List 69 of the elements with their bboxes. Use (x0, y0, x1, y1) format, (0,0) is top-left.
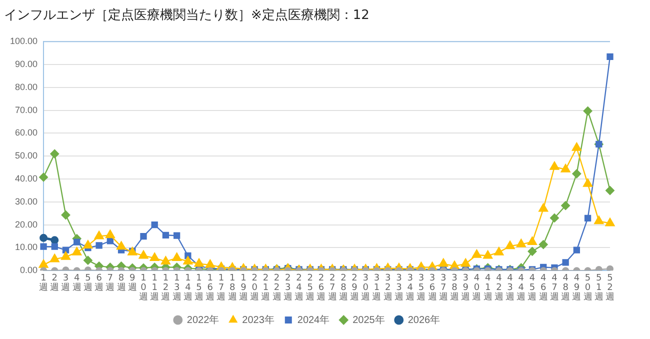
x-tick-label: 43週 (506, 274, 515, 303)
y-tick-label: 20.00 (14, 219, 38, 230)
x-tick-label: 24週 (294, 274, 304, 303)
x-tick-label: 44週 (516, 274, 526, 303)
x-tick-label: 27週 (328, 274, 337, 303)
chart-title: インフルエンザ［定点医療機関当たり数］※定点医療機関：12 (4, 8, 370, 24)
x-tick-label: 30週 (361, 274, 370, 303)
y-tick-label: 0.00 (20, 265, 38, 276)
x-tick-label: 28週 (338, 274, 348, 303)
y-tick-label: 10.00 (14, 242, 38, 252)
x-tick-label: 15週 (194, 274, 204, 303)
x-tick-label: 23週 (283, 274, 292, 303)
y-tick-label: 80.00 (14, 82, 38, 92)
x-tick-label: 41週 (483, 274, 492, 303)
x-tick-label: 33週 (394, 274, 404, 303)
x-tick-label: 52週 (606, 274, 614, 303)
x-tick-label: 49週 (572, 274, 582, 303)
y-tick-label: 100.00 (10, 36, 38, 46)
x-tick-label: 48週 (561, 274, 570, 303)
x-tick-label: 3週 (61, 274, 70, 294)
x-tick-label: 9週 (128, 274, 137, 294)
y-tick-label: 40.00 (14, 174, 38, 184)
x-tick-label: 32週 (383, 274, 392, 303)
x-tick-label: 10週 (138, 274, 148, 303)
x-tick-label: 25週 (306, 274, 315, 303)
x-tick-label: 12週 (161, 274, 170, 303)
x-tick-label: 35週 (416, 274, 426, 303)
x-tick-label: 42週 (494, 274, 504, 303)
x-tick-label: 19週 (238, 274, 248, 303)
x-tick-label: 50週 (583, 274, 592, 303)
x-tick-label: 11週 (150, 274, 160, 303)
y-tick-label: 90.00 (14, 58, 38, 69)
x-tick-label: 47週 (550, 274, 559, 303)
y-tick-label: 60.00 (14, 128, 38, 138)
x-tick-label: 45週 (528, 274, 537, 303)
x-tick-label: 40週 (472, 274, 482, 303)
x-tick-label: 29週 (350, 274, 360, 303)
x-tick-label: 5週 (83, 274, 92, 294)
legend-label: 2022年 (186, 314, 220, 326)
legend-label: 2023年 (242, 314, 274, 326)
x-tick-label: 37週 (438, 274, 448, 303)
x-tick-label: 39週 (461, 274, 470, 303)
legend-label: 2024年 (297, 314, 330, 326)
x-tick-label: 14週 (183, 274, 192, 303)
x-tick-label: 51週 (594, 274, 604, 303)
x-tick-label: 36週 (428, 274, 437, 303)
legend-label: 2026年 (408, 314, 440, 326)
x-tick-label: 2週 (50, 274, 60, 294)
x-tick-label: 1週 (39, 274, 48, 294)
x-tick-label: 17週 (216, 274, 226, 303)
x-tick-label: 16週 (206, 274, 215, 303)
x-tick-label: 21週 (261, 274, 270, 303)
y-tick-label: 30.00 (14, 196, 38, 206)
x-tick-label: 8週 (116, 274, 126, 294)
x-tick-label: 46週 (538, 274, 548, 303)
y-tick-label: 70.00 (14, 104, 38, 115)
x-tick-label: 20週 (250, 274, 260, 303)
x-tick-label: 4週 (72, 274, 82, 294)
legend-label: 2025年 (352, 314, 385, 326)
x-tick-label: 13週 (172, 274, 182, 303)
x-tick-label: 31週 (372, 274, 382, 303)
x-tick-label: 26週 (316, 274, 326, 303)
y-tick-label: 50.00 (14, 150, 38, 161)
x-tick-label: 22週 (272, 274, 282, 303)
x-tick-label: 34週 (406, 274, 415, 303)
x-tick-label: 6週 (94, 274, 104, 294)
x-tick-label: 18週 (228, 274, 237, 303)
x-tick-label: 7週 (106, 274, 115, 294)
x-tick-label: 38週 (450, 274, 459, 303)
